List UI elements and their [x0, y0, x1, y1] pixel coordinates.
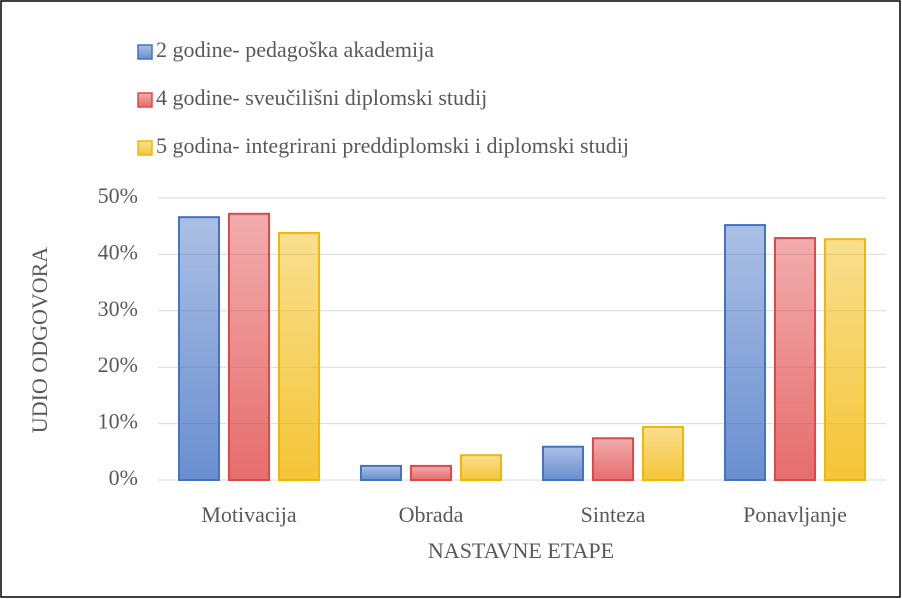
bar [360, 464, 402, 481]
y-tick-label: 40% [98, 239, 138, 264]
bar [278, 231, 320, 481]
y-tick-label: 50% [98, 183, 138, 208]
bar [642, 425, 684, 482]
bar [460, 454, 502, 481]
bar [724, 224, 766, 481]
bar [774, 237, 816, 481]
y-tick-label: 30% [98, 296, 138, 321]
legend-label: 4 godine- sveučilišni diplomski studij [156, 85, 487, 110]
legend-swatch [137, 140, 153, 156]
y-tick-label: 0% [109, 465, 138, 490]
legend-label: 5 godina- integrirani preddiplomski i di… [156, 133, 629, 158]
x-axis-title: NASTAVNE ETAPE [428, 538, 614, 563]
legend-swatch [137, 92, 153, 108]
bar [228, 212, 270, 482]
bar [592, 437, 634, 482]
y-tick-label: 20% [98, 352, 138, 377]
bar [542, 445, 584, 481]
y-tick-label: 10% [98, 409, 138, 434]
x-tick-label: Sinteza [581, 502, 646, 527]
legend-label: 2 godine- pedagoška akademija [156, 37, 434, 62]
bar [178, 216, 220, 481]
bar [410, 464, 452, 481]
x-tick-label: Obrada [399, 502, 464, 527]
x-tick-label: Ponavljanje [743, 502, 847, 527]
legend-swatch [137, 44, 153, 60]
bar [824, 238, 866, 481]
x-tick-label: Motivacija [201, 502, 297, 527]
y-axis-title: UDIO ODGOVORA [27, 247, 52, 433]
